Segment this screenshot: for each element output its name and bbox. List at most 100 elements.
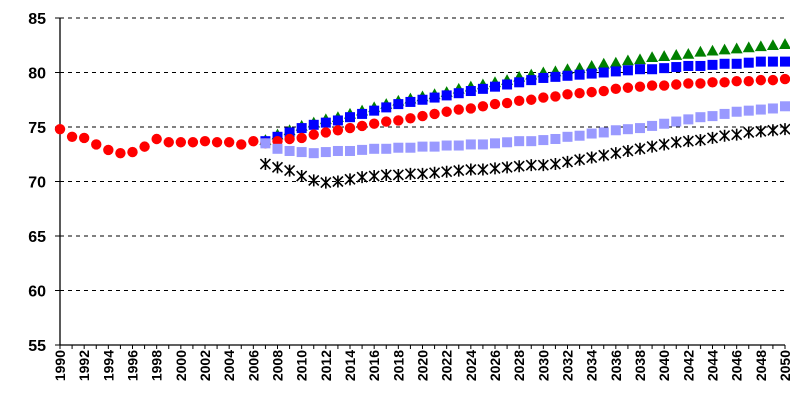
data-point (393, 115, 404, 126)
data-point (635, 64, 645, 75)
data-point (622, 124, 633, 135)
data-point (550, 71, 561, 82)
data-point (538, 72, 549, 83)
data-point (296, 147, 307, 158)
data-point (646, 80, 658, 91)
data-point (381, 116, 392, 127)
data-point (695, 78, 706, 89)
data-point (670, 136, 682, 149)
x-tick-label: 2050 (777, 350, 790, 381)
data-point (646, 140, 658, 153)
data-point (610, 83, 622, 95)
data-point (502, 137, 513, 148)
data-point (719, 108, 730, 119)
x-tick-label: 2006 (245, 350, 261, 381)
data-point (610, 147, 622, 160)
data-point (344, 122, 356, 134)
data-point (429, 92, 440, 103)
data-point (211, 137, 223, 148)
data-point (647, 64, 658, 75)
data-point (417, 141, 428, 152)
data-point (634, 53, 646, 65)
data-point (779, 123, 790, 136)
y-tick-labels: 55 60 65 70 75 80 85 (28, 11, 46, 355)
data-point (78, 132, 90, 144)
data-point (658, 50, 671, 61)
data-point (597, 57, 610, 69)
data-point (526, 94, 537, 105)
data-point (659, 118, 670, 129)
data-point (332, 175, 344, 188)
series-markers (54, 38, 790, 189)
series-2 (260, 56, 790, 147)
data-point (671, 62, 682, 73)
data-point (489, 162, 501, 175)
data-point (163, 137, 174, 148)
data-point (707, 111, 718, 122)
data-point (357, 144, 368, 155)
data-point (562, 89, 573, 100)
data-point (416, 167, 429, 180)
data-point (489, 98, 501, 110)
data-point (682, 47, 695, 59)
data-point (598, 85, 609, 97)
x-tick-label: 1992 (76, 350, 92, 381)
data-point (320, 127, 332, 138)
data-point (308, 174, 320, 187)
x-tick-label: 1994 (100, 350, 116, 381)
data-point (621, 54, 634, 66)
data-point (103, 144, 114, 156)
data-point (392, 168, 404, 181)
data-point (259, 158, 271, 171)
data-point (332, 145, 343, 156)
data-point (719, 58, 730, 69)
data-point (429, 166, 441, 179)
data-point (477, 139, 488, 150)
data-point (284, 145, 295, 156)
y-tick-label: 70 (28, 175, 46, 192)
data-point (754, 40, 767, 52)
data-point (332, 115, 343, 126)
data-point (417, 110, 428, 122)
data-point (405, 142, 416, 153)
x-tick-label: 2046 (729, 350, 745, 381)
x-tick-label: 2024 (463, 350, 479, 381)
data-point (380, 168, 392, 181)
data-point (369, 105, 380, 116)
data-point (514, 136, 525, 147)
data-point (622, 65, 633, 76)
data-point (562, 70, 573, 81)
data-point (659, 63, 670, 74)
data-point (513, 160, 525, 173)
data-point (610, 125, 621, 136)
data-point (356, 120, 368, 132)
data-point (635, 123, 645, 134)
data-point (634, 142, 646, 155)
data-point (501, 97, 513, 109)
data-point (707, 59, 718, 70)
data-point (175, 137, 187, 148)
data-point (453, 140, 464, 151)
data-point (453, 164, 465, 177)
x-tick-label: 2040 (656, 350, 672, 381)
data-point (779, 73, 790, 85)
data-point (368, 170, 380, 183)
data-point (538, 92, 549, 103)
data-point (199, 135, 211, 147)
data-point (779, 38, 790, 49)
data-point (538, 135, 549, 146)
data-point (622, 144, 634, 157)
data-point (780, 56, 790, 67)
x-tick-label: 2014 (342, 350, 358, 381)
data-point (465, 86, 476, 97)
data-point (574, 153, 586, 166)
data-point (586, 151, 598, 164)
y-tick-label: 85 (28, 11, 46, 28)
data-point (271, 161, 284, 174)
data-point (743, 105, 754, 116)
data-point (525, 159, 537, 172)
data-point (453, 88, 464, 99)
data-point (767, 103, 778, 114)
data-point (441, 106, 452, 117)
data-point (695, 112, 706, 123)
